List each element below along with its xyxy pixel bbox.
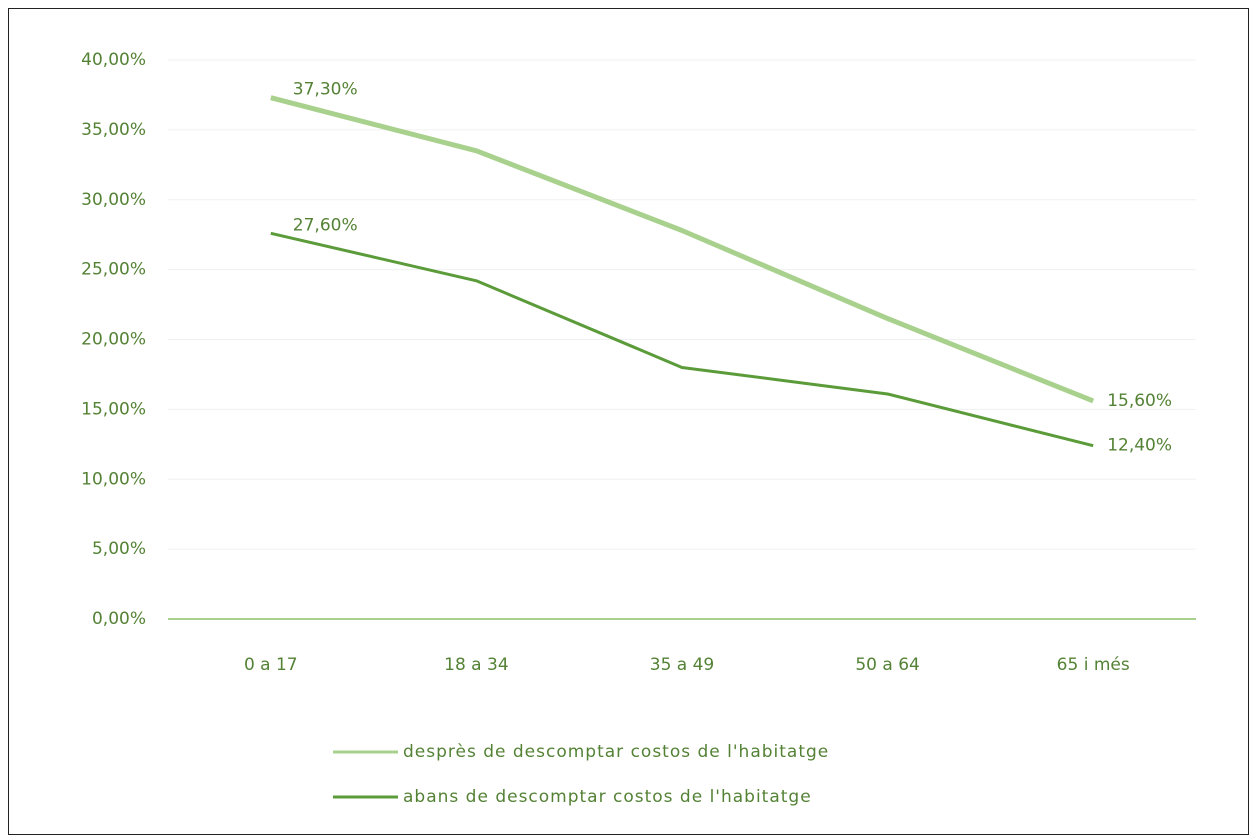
data-label: 15,60% bbox=[1107, 391, 1172, 411]
y-tick-label: 5,00% bbox=[92, 539, 146, 559]
y-tick-label: 25,00% bbox=[81, 260, 146, 280]
x-tick-label: 65 i més bbox=[1057, 655, 1130, 675]
data-label: 12,40% bbox=[1107, 436, 1172, 456]
data-label: 27,60% bbox=[293, 215, 358, 235]
legend-label: abans de descomptar costos de l'habitatg… bbox=[403, 787, 812, 807]
y-tick-label: 35,00% bbox=[81, 120, 146, 140]
x-tick-label: 35 a 49 bbox=[650, 655, 715, 675]
series-line bbox=[270, 231, 1094, 448]
y-tick-label: 15,00% bbox=[81, 399, 146, 419]
y-tick-label: 20,00% bbox=[81, 330, 146, 350]
x-tick-label: 18 a 34 bbox=[444, 655, 509, 675]
series-line bbox=[270, 95, 1095, 404]
chart-frame bbox=[8, 8, 1249, 835]
legend-label: desprès de descomptar costos de l'habita… bbox=[403, 742, 829, 762]
x-tick-label: 0 a 17 bbox=[244, 655, 298, 675]
y-tick-label: 30,00% bbox=[81, 190, 146, 210]
data-label: 37,30% bbox=[293, 80, 358, 100]
x-tick-label: 50 a 64 bbox=[855, 655, 920, 675]
y-tick-label: 10,00% bbox=[81, 469, 146, 489]
y-tick-label: 0,00% bbox=[92, 609, 146, 629]
y-tick-label: 40,00% bbox=[81, 50, 146, 70]
